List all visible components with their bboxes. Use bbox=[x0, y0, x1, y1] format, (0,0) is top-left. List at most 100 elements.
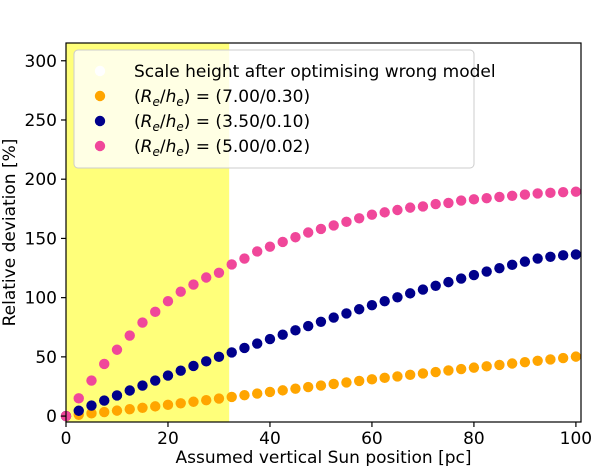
data-point bbox=[290, 383, 301, 394]
data-point bbox=[264, 386, 276, 398]
data-point bbox=[392, 371, 403, 382]
data-point bbox=[341, 308, 352, 319]
legend-label-1: (Re/he) = (7.00/0.30) bbox=[134, 87, 310, 109]
data-point bbox=[150, 375, 161, 386]
data-point bbox=[86, 400, 97, 411]
data-point bbox=[519, 189, 531, 200]
data-point bbox=[264, 333, 276, 345]
x-tick-label: 0 bbox=[61, 429, 72, 449]
data-point bbox=[137, 317, 148, 328]
data-point bbox=[532, 355, 543, 366]
data-point bbox=[506, 358, 518, 369]
data-point bbox=[443, 365, 454, 376]
data-point bbox=[481, 266, 492, 277]
data-point bbox=[557, 187, 569, 198]
data-point bbox=[366, 374, 378, 385]
data-point bbox=[73, 405, 84, 416]
series-3 bbox=[60, 186, 582, 422]
x-tick-label: 80 bbox=[463, 429, 485, 449]
data-point bbox=[430, 280, 441, 291]
data-point bbox=[570, 351, 582, 362]
data-point bbox=[481, 361, 492, 372]
data-point bbox=[570, 249, 582, 260]
data-point bbox=[252, 388, 263, 399]
data-point bbox=[494, 191, 505, 203]
data-point bbox=[137, 402, 148, 413]
legend-marker-3 bbox=[94, 140, 106, 152]
x-tick-label: 100 bbox=[560, 429, 592, 449]
data-point bbox=[162, 370, 174, 381]
data-point bbox=[443, 197, 454, 209]
data-point bbox=[264, 241, 276, 252]
data-point bbox=[111, 390, 123, 401]
data-point bbox=[124, 404, 135, 415]
x-tick-label: 40 bbox=[259, 429, 281, 449]
data-point bbox=[252, 338, 263, 349]
data-point bbox=[570, 186, 582, 197]
data-point bbox=[315, 223, 327, 235]
data-point bbox=[150, 401, 161, 412]
data-point bbox=[366, 300, 378, 311]
data-point bbox=[162, 295, 174, 307]
data-point bbox=[532, 253, 543, 264]
data-point bbox=[455, 195, 467, 206]
data-point bbox=[303, 381, 314, 393]
axes-frame bbox=[65, 42, 582, 423]
data-point bbox=[175, 365, 186, 376]
y-tick-label: 200 bbox=[25, 170, 57, 190]
data-point bbox=[188, 279, 199, 290]
data-point bbox=[188, 360, 199, 372]
data-point bbox=[404, 202, 416, 213]
data-point bbox=[213, 393, 225, 404]
x-axis-label: Assumed vertical Sun position [pc] bbox=[175, 448, 471, 466]
data-point bbox=[328, 378, 339, 390]
legend-marker-2 bbox=[94, 115, 106, 127]
y-tick-label: 250 bbox=[25, 111, 57, 131]
data-point bbox=[366, 209, 378, 220]
data-point bbox=[111, 405, 123, 416]
y-tick-label: 0 bbox=[46, 407, 57, 427]
data-point bbox=[239, 342, 250, 354]
legend: Scale height after optimising wrong mode… bbox=[73, 49, 496, 169]
legend-label-3: (Re/he) = (5.00/0.02) bbox=[134, 137, 310, 159]
data-point bbox=[226, 259, 237, 270]
data-point bbox=[86, 375, 97, 386]
data-point bbox=[545, 187, 556, 199]
data-point bbox=[481, 192, 492, 204]
data-point bbox=[328, 312, 339, 323]
legend-label-2: (Re/he) = (3.50/0.10) bbox=[134, 112, 310, 134]
data-point bbox=[277, 236, 288, 248]
data-point bbox=[303, 320, 314, 332]
legend-box bbox=[73, 49, 475, 169]
data-point bbox=[99, 358, 110, 370]
series-1 bbox=[60, 351, 582, 422]
data-point bbox=[201, 395, 212, 406]
data-point bbox=[290, 325, 301, 336]
data-point bbox=[557, 250, 569, 261]
y-tick-label: 300 bbox=[25, 52, 57, 72]
data-point bbox=[404, 288, 416, 299]
legend-marker-1 bbox=[94, 90, 106, 102]
data-point bbox=[150, 306, 161, 318]
data-point bbox=[86, 408, 97, 419]
data-point bbox=[519, 356, 531, 368]
data-point bbox=[124, 330, 135, 341]
data-point bbox=[353, 213, 365, 224]
data-point bbox=[239, 390, 250, 401]
data-point bbox=[162, 399, 174, 411]
data-point bbox=[341, 216, 352, 228]
data-point bbox=[379, 372, 390, 384]
data-point bbox=[201, 356, 212, 367]
data-point bbox=[494, 359, 505, 371]
data-point bbox=[315, 380, 327, 391]
data-point bbox=[506, 259, 518, 271]
data-point bbox=[99, 406, 110, 418]
data-point bbox=[137, 380, 148, 391]
data-point bbox=[392, 204, 403, 216]
y-tick-label: 150 bbox=[25, 229, 57, 249]
data-point bbox=[519, 256, 531, 267]
data-point bbox=[455, 273, 467, 284]
data-point bbox=[494, 262, 505, 274]
data-point bbox=[73, 393, 84, 404]
